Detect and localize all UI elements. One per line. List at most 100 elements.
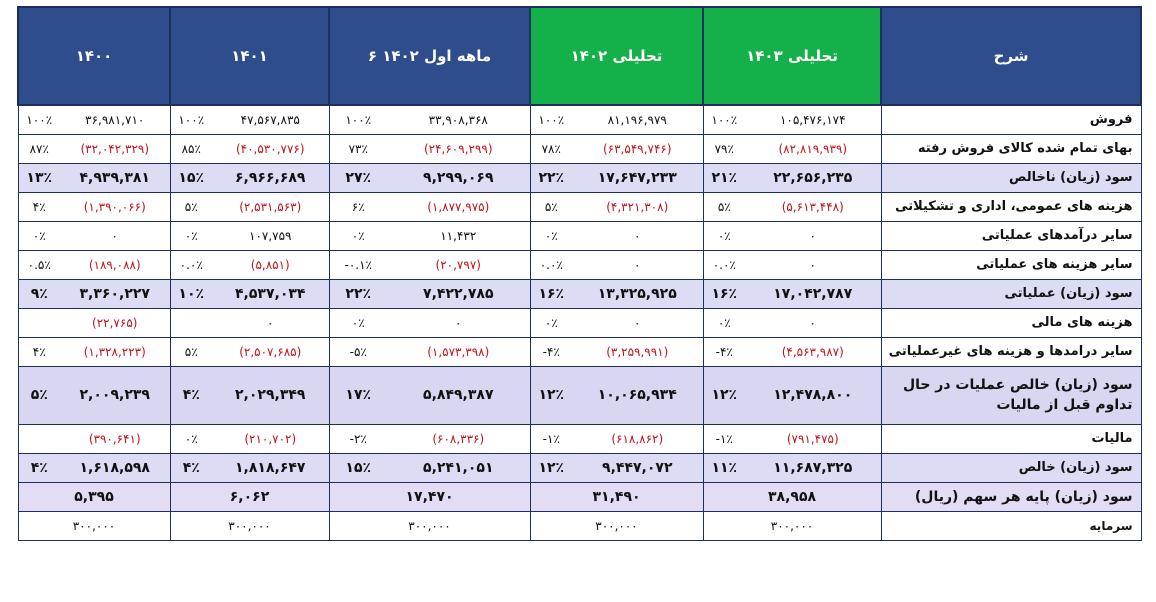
percent-cell: ۰.۵٪ bbox=[17, 249, 60, 280]
percent-cell: ۰٪ bbox=[328, 307, 387, 338]
value-cell: (۳۲,۰۴۲,۳۲۹) bbox=[60, 133, 171, 164]
value-cell: ۱۳,۳۲۵,۹۲۵ bbox=[572, 278, 704, 309]
percent-cell: ۰.۰٪ bbox=[169, 249, 212, 280]
value-cell: ۳۳,۹۰۸,۳۶۸ bbox=[387, 104, 531, 135]
value-cell: (۲۰,۷۹۷) bbox=[387, 249, 531, 280]
percent-cell: ۱۲٪ bbox=[529, 365, 573, 425]
value-cell: (۶۱۸,۸۶۲) bbox=[572, 423, 704, 454]
value-cell: ۷,۴۲۲,۷۸۵ bbox=[387, 278, 531, 309]
table-row: ۰٪ ۰ ۰٪ ۱۰۷,۷۵۹ ۰٪ ۱۱,۴۳۲ ۰٪ ۰ ۰٪ ۰ سایر درآمدهای … bbox=[17, 220, 1142, 251]
value-cell: (۳۹۰,۶۴۱) bbox=[60, 423, 171, 454]
table-row: (۲۲,۷۶۵) ۰ ۰٪ ۰ ۰٪ ۰ ۰٪ ۰ هزینه های مالی bbox=[17, 307, 1142, 338]
row-label: سایر هزینه های عملیاتی bbox=[880, 249, 1142, 280]
value-cell: ۸۱,۱۹۶,۹۷۹ bbox=[572, 104, 704, 135]
table-row: ۱۳٪ ۴,۹۳۹,۳۸۱ ۱۵٪ ۶,۹۶۶,۶۸۹ ۲۷٪ ۹,۲۹۹,۰۶۹ ۲۲٪ ۱… bbox=[17, 162, 1142, 193]
value-cell: (۴,۳۲۱,۳۰۸) bbox=[572, 191, 704, 222]
percent-cell: ۲۷٪ bbox=[328, 162, 387, 193]
value-cell: (۱,۳۲۸,۲۲۳) bbox=[60, 336, 171, 367]
percent-cell: -۰.۱٪ bbox=[328, 249, 387, 280]
percent-cell: ۶٪ bbox=[328, 191, 387, 222]
value-cell: ۰ bbox=[572, 249, 704, 280]
capital-value-cell: ۳۰۰,۰۰۰ bbox=[702, 510, 882, 541]
income-statement-table: ۱۴۰۰ ۱۴۰۱ ۶ ماهه اول ۱۴۰۲ تحلیلی ۱۴۰۲ تح… bbox=[17, 6, 1143, 541]
value-cell: ۶,۹۶۶,۶۸۹ bbox=[212, 162, 330, 193]
value-cell: (۴۰,۵۳۰,۷۷۶) bbox=[212, 133, 330, 164]
row-label: فروش bbox=[880, 104, 1142, 135]
eps-value-cell: ۵,۳۹۵ bbox=[17, 481, 171, 512]
row-label: سود (زیان) عملیاتی bbox=[880, 278, 1142, 309]
value-cell: (۵,۶۱۳,۴۴۸) bbox=[745, 191, 882, 222]
header-1400: ۱۴۰۰ bbox=[17, 6, 171, 106]
value-cell: ۱۲,۴۷۸,۸۰۰ bbox=[745, 365, 882, 425]
percent-cell: ۲۱٪ bbox=[702, 162, 746, 193]
percent-cell: ۱۶٪ bbox=[529, 278, 573, 309]
value-cell: (۱۸۹,۰۸۸) bbox=[60, 249, 171, 280]
value-cell: ۱۱,۴۳۲ bbox=[387, 220, 531, 251]
percent-cell: ۵٪ bbox=[702, 191, 746, 222]
value-cell: ۲۲,۶۵۶,۲۳۵ bbox=[745, 162, 882, 193]
value-cell: (۲۴,۶۰۹,۲۹۹) bbox=[387, 133, 531, 164]
value-cell: ۱,۶۱۸,۵۹۸ bbox=[60, 452, 171, 483]
percent-cell: ۱۶٪ bbox=[702, 278, 746, 309]
percent-cell: ۰٪ bbox=[169, 423, 212, 454]
percent-cell: ۷۳٪ bbox=[328, 133, 387, 164]
value-cell: ۴,۵۳۷,۰۳۴ bbox=[212, 278, 330, 309]
percent-cell: ۰٪ bbox=[702, 307, 746, 338]
value-cell: ۹,۲۹۹,۰۶۹ bbox=[387, 162, 531, 193]
percent-cell: ۲۲٪ bbox=[328, 278, 387, 309]
percent-cell: -۱٪ bbox=[529, 423, 573, 454]
value-cell: ۱,۸۱۸,۶۴۷ bbox=[212, 452, 330, 483]
percent-cell: ۰.۰٪ bbox=[702, 249, 746, 280]
eps-value-cell: ۳۱,۴۹۰ bbox=[529, 481, 704, 512]
value-cell: (۱,۵۷۳,۳۹۸) bbox=[387, 336, 531, 367]
eps-value-cell: ۳۸,۹۵۸ bbox=[702, 481, 882, 512]
percent-cell: ۵٪ bbox=[169, 336, 212, 367]
percent-cell: ۷۹٪ bbox=[702, 133, 746, 164]
percent-cell: ۸۷٪ bbox=[17, 133, 60, 164]
percent-cell: ۴٪ bbox=[17, 191, 60, 222]
table-row: ۴٪ (۱,۳۹۰,۰۶۶) ۵٪ (۲,۵۳۱,۵۶۳) ۶٪ (۱,۸۷۷,۹۷۵) ۵… bbox=[17, 191, 1142, 222]
table-row: ۸۷٪ (۳۲,۰۴۲,۳۲۹) ۸۵٪ (۴۰,۵۳۰,۷۷۶) ۷۳٪ (۲۴,۶۰۹… bbox=[17, 133, 1142, 164]
percent-cell: ۱۰۰٪ bbox=[17, 104, 60, 135]
percent-cell: ۴٪ bbox=[17, 452, 60, 483]
capital-label: سرمایه bbox=[880, 510, 1142, 541]
value-cell: (۲۱۰,۷۰۲) bbox=[212, 423, 330, 454]
value-cell: ۴۷,۵۶۷,۸۳۵ bbox=[212, 104, 330, 135]
percent-cell: -۴٪ bbox=[529, 336, 573, 367]
row-label: سود (زیان) خالص عملیات در حال تداوم قبل … bbox=[880, 365, 1142, 425]
percent-cell: ۱۰٪ bbox=[169, 278, 212, 309]
percent-cell: -۵٪ bbox=[328, 336, 387, 367]
value-cell: (۱,۸۷۷,۹۷۵) bbox=[387, 191, 531, 222]
percent-cell: ۸۵٪ bbox=[169, 133, 212, 164]
value-cell: (۵,۸۵۱) bbox=[212, 249, 330, 280]
value-cell: (۸۲,۸۱۹,۹۳۹) bbox=[745, 133, 882, 164]
header-analytic-1403: تحلیلی ۱۴۰۳ bbox=[702, 6, 883, 106]
value-cell: (۶۳,۵۴۹,۷۴۶) bbox=[572, 133, 704, 164]
row-label: هزینه های مالی bbox=[880, 307, 1142, 338]
percent-cell: ۱۰۰٪ bbox=[169, 104, 212, 135]
percent-cell: ۴٪ bbox=[169, 452, 212, 483]
capital-value-cell: ۳۰۰,۰۰۰ bbox=[328, 510, 531, 541]
value-cell: ۳۶,۹۸۱,۷۱۰ bbox=[60, 104, 171, 135]
capital-row: ۳۰۰,۰۰۰ ۳۰۰,۰۰۰ ۳۰۰,۰۰۰ ۳۰۰,۰۰۰ ۳۰۰,۰۰۰ سرمای… bbox=[17, 510, 1142, 541]
value-cell: ۵,۲۴۱,۰۵۱ bbox=[387, 452, 531, 483]
financial-table-container: ۱۴۰۰ ۱۴۰۱ ۶ ماهه اول ۱۴۰۲ تحلیلی ۱۴۰۲ تح… bbox=[17, 6, 1143, 541]
table-row: ۵٪ ۲,۰۰۹,۲۳۹ ۴٪ ۲,۰۲۹,۳۴۹ ۱۷٪ ۵,۸۴۹,۳۸۷ ۱۲٪ ۱۰,… bbox=[17, 365, 1142, 425]
value-cell: ۱۰۷,۷۵۹ bbox=[212, 220, 330, 251]
percent-cell: ۱۰۰٪ bbox=[529, 104, 573, 135]
row-label: سایر درآمدهای عملیاتی bbox=[880, 220, 1142, 251]
eps-value-cell: ۶,۰۶۲ bbox=[169, 481, 330, 512]
row-label: سود (زیان) خالص bbox=[880, 452, 1142, 483]
value-cell: (۲,۵۳۱,۵۶۳) bbox=[212, 191, 330, 222]
value-cell: ۱۱,۶۸۷,۳۲۵ bbox=[745, 452, 882, 483]
percent-cell: ۱۰۰٪ bbox=[702, 104, 746, 135]
value-cell: (۶۰۸,۳۳۶) bbox=[387, 423, 531, 454]
value-cell: ۵,۸۴۹,۳۸۷ bbox=[387, 365, 531, 425]
value-cell: ۱۰,۰۶۵,۹۳۴ bbox=[572, 365, 704, 425]
percent-cell: -۱٪ bbox=[702, 423, 746, 454]
value-cell: ۲,۰۰۹,۲۳۹ bbox=[60, 365, 171, 425]
percent-cell: ۵٪ bbox=[17, 365, 60, 425]
table-row: (۳۹۰,۶۴۱) ۰٪ (۲۱۰,۷۰۲) -۲٪ (۶۰۸,۳۳۶) -۱٪ (۶۱۸,… bbox=[17, 423, 1142, 454]
percent-cell: ۱۲٪ bbox=[702, 365, 746, 425]
value-cell: ۰ bbox=[212, 307, 330, 338]
